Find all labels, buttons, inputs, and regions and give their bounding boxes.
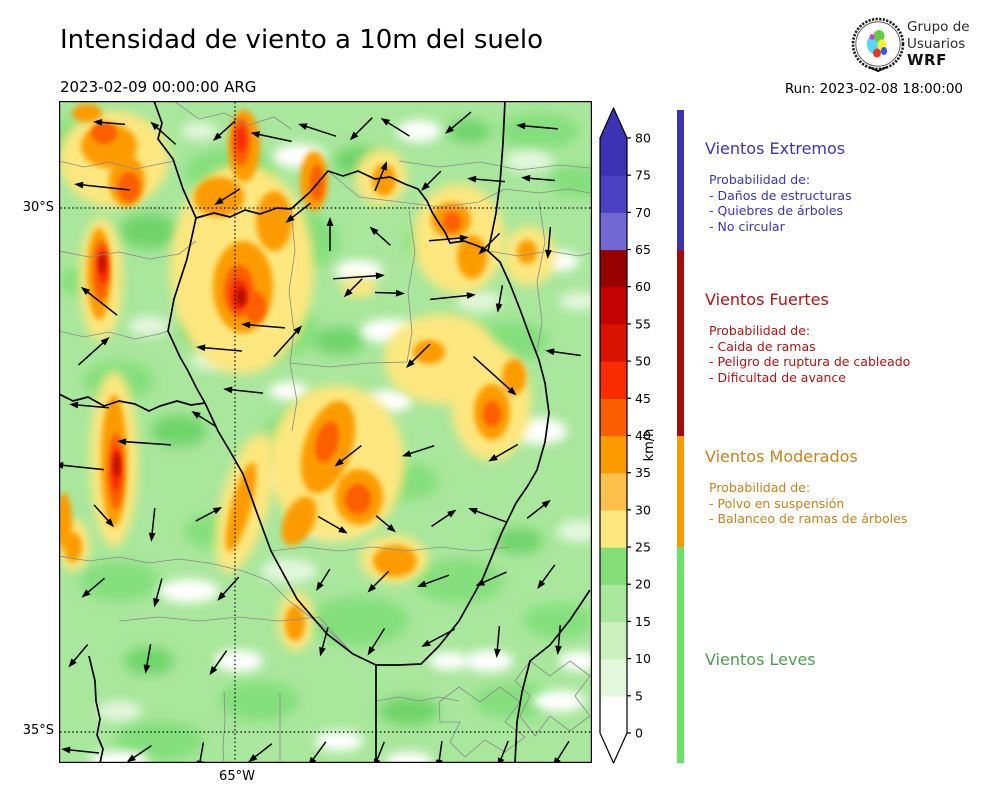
- legend-category-moderados: Vientos Moderados Probabilidad de: - Pol…: [705, 447, 997, 527]
- lon-label-65w: 65°W: [219, 769, 255, 784]
- svg-text:50: 50: [635, 354, 651, 369]
- svg-text:65: 65: [635, 242, 651, 257]
- category-item: - Daños de estructuras: [709, 187, 852, 203]
- svg-text:25: 25: [635, 540, 651, 555]
- province-borders: [60, 102, 591, 762]
- lat-label-30s: 30°S: [22, 200, 54, 215]
- run-time-label: Run: 2023-02-08 18:00:00: [784, 81, 963, 97]
- category-title: Vientos Extremos: [705, 139, 846, 158]
- category-probability-label: Probabilidad de:: [709, 480, 811, 495]
- category-color-bar: [677, 110, 684, 763]
- logo-text: Grupo de Usuarios WRF: [907, 19, 970, 69]
- category-item: - Quiebres de árboles: [709, 203, 844, 219]
- svg-text:45: 45: [635, 391, 651, 406]
- department-borders: [60, 102, 591, 762]
- logo-map-blobs: [866, 30, 887, 58]
- colorbar-units-label: km/h: [642, 429, 657, 462]
- page-title: Intensidad de viento a 10m del suelo: [60, 25, 544, 55]
- svg-text:5: 5: [635, 688, 643, 703]
- wind-intensity-map: [59, 101, 592, 763]
- svg-text:30: 30: [635, 502, 651, 517]
- category-item: - Polvo en suspensión: [709, 495, 845, 511]
- svg-text:15: 15: [635, 614, 651, 629]
- category-title: Vientos Moderados: [705, 447, 858, 466]
- graticule: [60, 102, 591, 762]
- category-title: Vientos Fuertes: [705, 290, 829, 309]
- svg-text:70: 70: [635, 205, 651, 220]
- svg-text:60: 60: [635, 279, 651, 294]
- wrf-users-group-logo-icon: [851, 17, 905, 73]
- logo-line3: WRF: [907, 51, 947, 69]
- svg-text:10: 10: [635, 651, 651, 666]
- legend-category-extremos: Vientos Extremos Probabilidad de: - Daño…: [705, 139, 997, 234]
- svg-text:40: 40: [635, 428, 651, 443]
- category-item: - Dificultad de avance: [709, 369, 846, 385]
- category-item: - Peligro de ruptura de cableado: [709, 354, 911, 370]
- logo-line2: Usuarios: [907, 35, 966, 52]
- colorbar: 0 5 10 15 20 25 30 35 40 45 50 55 60 65 70 75 80 km/h: [599, 107, 657, 764]
- valid-time-label: 2023-02-09 00:00:00 ARG: [60, 78, 257, 96]
- svg-text:75: 75: [635, 168, 651, 183]
- svg-text:0: 0: [635, 726, 643, 741]
- svg-text:80: 80: [635, 130, 651, 145]
- category-probability-label: Probabilidad de:: [709, 323, 811, 338]
- contour-field: [60, 104, 591, 762]
- svg-text:55: 55: [635, 316, 651, 331]
- svg-text:35: 35: [635, 465, 651, 480]
- legend-category-fuertes: Vientos Fuertes Probabilidad de: - Caida…: [705, 290, 997, 385]
- category-title: Vientos Leves: [705, 650, 816, 669]
- category-probability-label: Probabilidad de:: [709, 172, 811, 187]
- svg-text:20: 20: [635, 577, 651, 592]
- category-item: - Balanceo de ramas de árboles: [709, 511, 908, 527]
- category-item: - No circular: [709, 218, 785, 234]
- legend-category-leves: Vientos Leves: [705, 650, 997, 683]
- logo-line1: Grupo de: [907, 19, 970, 35]
- lat-label-35s: 35°S: [22, 723, 54, 738]
- category-item: - Caida de ramas: [709, 338, 816, 354]
